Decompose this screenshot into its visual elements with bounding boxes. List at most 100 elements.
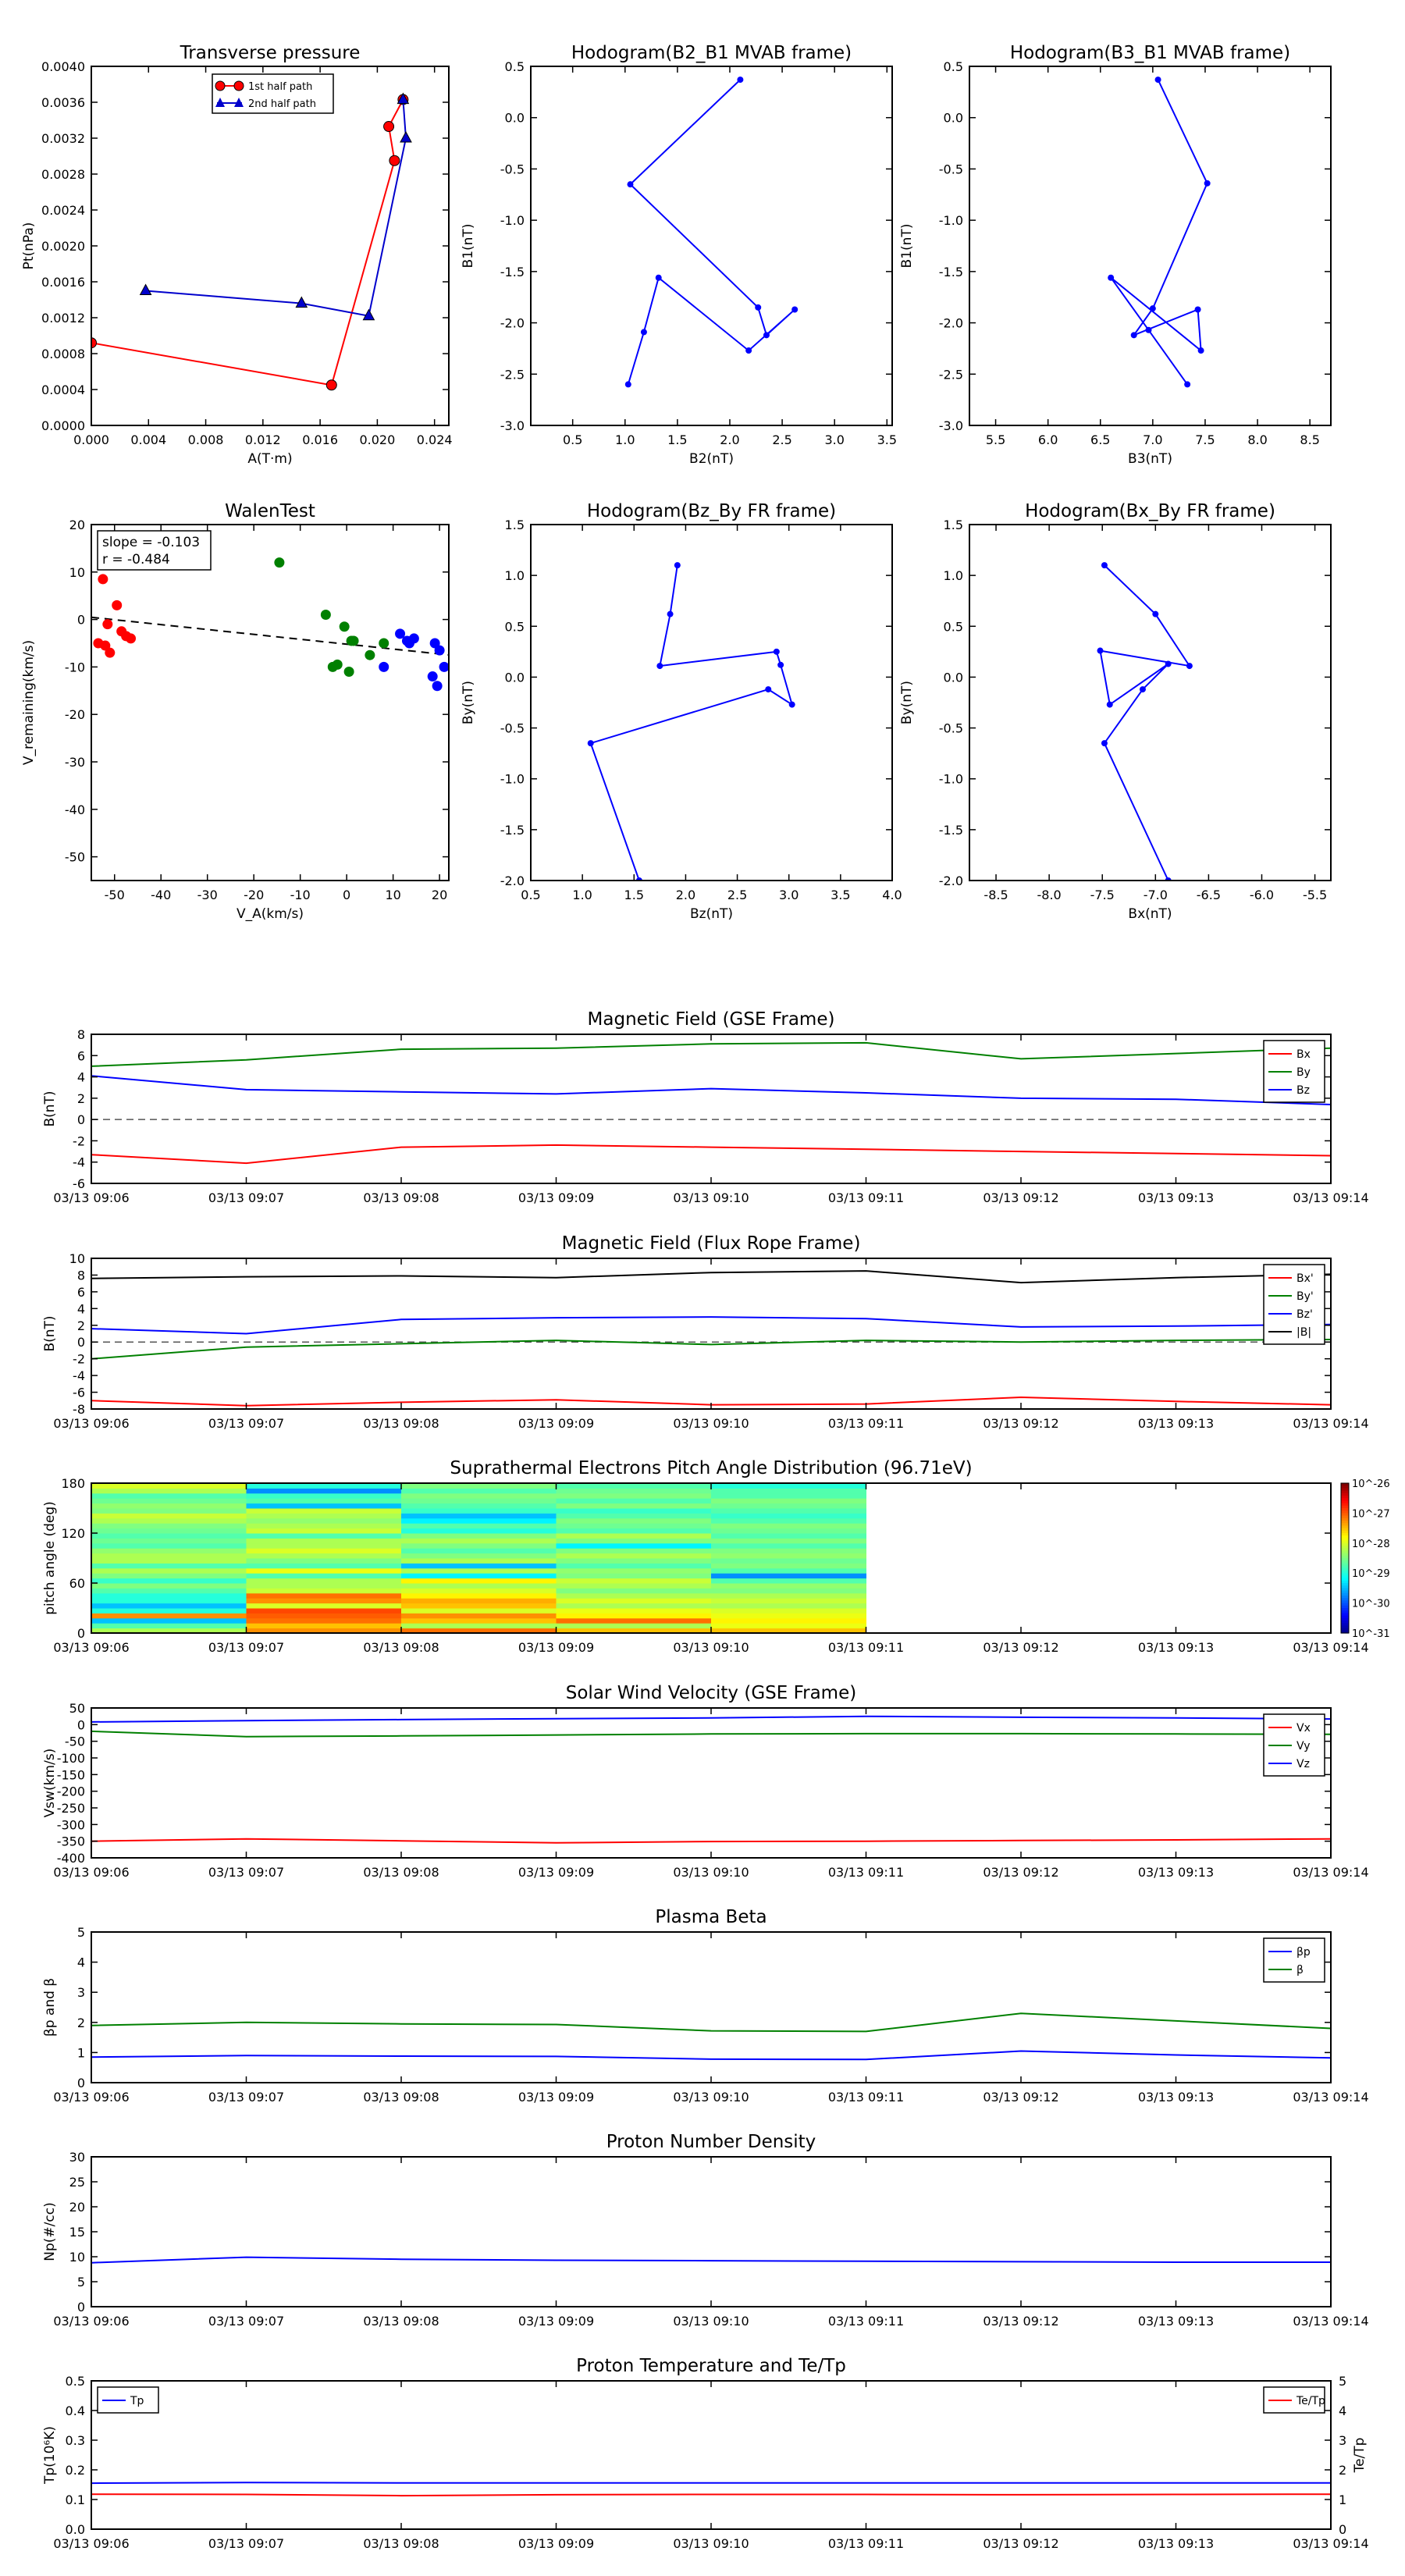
heatmap-cell (711, 1503, 866, 1509)
colorbar-cell (1341, 1592, 1349, 1596)
heatmap-cell (711, 1483, 866, 1489)
y-tick-label: 0.5 (505, 619, 525, 634)
panel-title: Hodogram(B2_B1 MVAB frame) (571, 43, 852, 63)
heatmap-cell (401, 1483, 557, 1489)
x-tick-label: 03/13 09:06 (53, 1865, 129, 1880)
y-tick-label: -6 (73, 1386, 85, 1400)
legend-label: Vy (1297, 1740, 1311, 1752)
x-tick-label: 03/13 09:07 (208, 1190, 284, 1205)
heatmap-cell (246, 1488, 402, 1494)
x-tick-label: 03/13 09:06 (53, 2314, 129, 2329)
heatmap-cell (401, 1498, 557, 1504)
colorbar-cell (1341, 1535, 1349, 1539)
heatmap-cell (556, 1548, 712, 1554)
x-tick-label: 03/13 09:10 (673, 1416, 749, 1431)
colorbar-tick-label: 10^-27 (1352, 1508, 1390, 1520)
x-tick-label: 6.5 (1090, 432, 1110, 447)
series-0 (1097, 562, 1193, 881)
heatmap-cell (556, 1578, 712, 1584)
x-axis-label: Bx(nT) (1128, 906, 1172, 922)
heatmap-cell (711, 1598, 866, 1604)
x-tick-label: 03/13 09:12 (983, 1865, 1058, 1880)
colorbar-cell (1341, 1600, 1349, 1604)
colorbar-cell (1341, 1542, 1349, 1546)
heatmap-cell (711, 1493, 866, 1499)
y2-tick-label: 3 (1339, 2433, 1346, 2448)
y-tick-label: -4 (73, 1155, 85, 1170)
y-tick-label: -100 (57, 1751, 85, 1766)
x-tick-label: -5.5 (1303, 888, 1327, 902)
heatmap-cell (246, 1517, 402, 1524)
heatmap-cell (401, 1578, 557, 1584)
heatmap-cell (401, 1592, 557, 1599)
series-line (627, 79, 795, 385)
data-point (763, 332, 770, 339)
x-tick-label: -7.5 (1090, 888, 1115, 902)
x-tick-label: -8.0 (1037, 888, 1062, 902)
heatmap-cell (91, 1528, 247, 1534)
y-tick-label: 180 (61, 1476, 85, 1491)
x-tick-label: 03/13 09:09 (518, 2090, 594, 2105)
x-tick-label: -50 (105, 888, 125, 902)
heatmap-cell (246, 1623, 402, 1629)
x-tick-label: 03/13 09:11 (828, 1640, 904, 1655)
x-tick-label: 5.5 (986, 432, 1005, 447)
heatmap-cell (556, 1588, 712, 1594)
data-point (1149, 305, 1156, 312)
y-axis-label: pitch angle (deg) (42, 1501, 58, 1615)
data-point (1194, 306, 1201, 313)
colorbar-cell (1341, 1615, 1349, 1619)
heatmap-cell (556, 1563, 712, 1569)
x-tick-label: 0.012 (245, 432, 281, 447)
x-tick-label: 0.016 (302, 432, 338, 447)
x-tick-label: 03/13 09:08 (363, 1416, 439, 1431)
x-tick-label: 03/13 09:14 (1293, 1416, 1368, 1431)
heatmap-cell (401, 1493, 557, 1499)
data-point (434, 645, 445, 656)
heatmap-cell (556, 1628, 712, 1634)
heatmap-cell (401, 1508, 557, 1514)
y-tick-label: -150 (57, 1767, 85, 1782)
y-tick-label: 0.0 (66, 2522, 85, 2537)
y-tick-label: 0.0 (505, 670, 525, 685)
heatmap-cell (91, 1617, 247, 1624)
y-tick-label: -0.5 (500, 721, 525, 736)
data-point (320, 610, 331, 621)
x-tick-label: 03/13 09:06 (53, 1190, 129, 1205)
colorbar-cell (1341, 1565, 1349, 1569)
x-tick-label: 0.024 (417, 432, 453, 447)
y-tick-label: 0 (77, 1112, 85, 1127)
heatmap-cell (91, 1533, 247, 1539)
y-tick-label: 0.2 (66, 2463, 85, 2478)
series-0 (1108, 76, 1211, 388)
x-axis-label: Bz(nT) (690, 906, 733, 922)
heatmap-cell (556, 1513, 712, 1519)
x-tick-label: 03/13 09:10 (673, 2536, 749, 2551)
data-point (737, 76, 744, 84)
heatmap-cell (401, 1528, 557, 1534)
legend-label: Bx (1297, 1048, 1311, 1061)
series-line-0 (91, 1144, 1332, 1165)
scatter-panel-hodogram-b2-b1: Hodogram(B2_B1 MVAB frame) B2(nT) B1(nT) 0.… (461, 43, 897, 467)
plot-frame (91, 2156, 1332, 2307)
data-point (274, 557, 285, 568)
heatmap-cell (91, 1583, 247, 1589)
y-tick-label: -10 (65, 660, 85, 674)
x-tick-label: 03/13 09:07 (208, 1416, 284, 1431)
y-tick-label: -1.5 (500, 823, 525, 838)
y-tick-label: -1.0 (500, 772, 525, 787)
colorbar-cell (1341, 1538, 1349, 1542)
x-tick-label: 8.0 (1247, 432, 1267, 447)
legend-box (1263, 1937, 1325, 1983)
heatmap-cell (246, 1588, 402, 1594)
x-tick-label: 03/13 09:12 (983, 1190, 1058, 1205)
time-panel-magnetic-field-fr: Magnetic Field (Flux Rope Frame) B(nT) -8 -… (42, 1233, 1369, 1431)
y-axis-label: Np(#/cc) (42, 2202, 58, 2261)
panel-title: Solar Wind Velocity (GSE Frame) (566, 1683, 856, 1703)
x-tick-label: 03/13 09:06 (53, 2090, 129, 2105)
heatmap-cell (91, 1513, 247, 1519)
heatmap-cell (401, 1548, 557, 1554)
panel-title: Plasma Beta (655, 1907, 767, 1927)
series-line-2 (91, 1075, 1332, 1105)
data-point (397, 92, 410, 105)
